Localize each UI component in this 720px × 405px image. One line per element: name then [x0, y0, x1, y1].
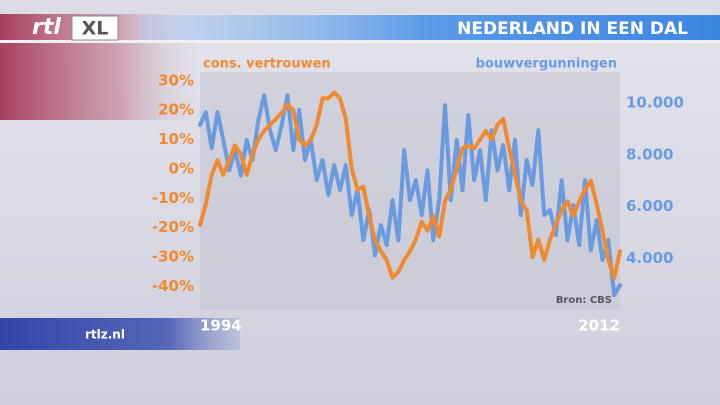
y-tick-label: 20%: [158, 101, 194, 119]
website: rtlz.nl: [85, 328, 125, 342]
y2-tick-label: 8.000: [626, 145, 673, 163]
y-tick-label: 0%: [169, 159, 194, 177]
series-line: [198, 93, 622, 298]
blue-band: [0, 318, 240, 350]
x-tick-label: 2012: [578, 317, 620, 335]
top-strip: [0, 0, 720, 14]
y-tick-label: -30%: [152, 248, 194, 266]
logo-box: [71, 15, 119, 41]
source-note: Bron: CBS: [556, 295, 612, 306]
y-tick-label: -10%: [152, 189, 194, 207]
y-tick-label: 10%: [158, 130, 194, 148]
legend-left: cons. vertrouwen: [203, 57, 331, 72]
y-tick-label: 30%: [158, 71, 194, 89]
x-tick-label: 1994: [200, 317, 242, 335]
y2-tick-label: 4.000: [626, 249, 673, 267]
y-tick-label: -40%: [152, 277, 194, 295]
logo-xl: XL: [82, 18, 109, 40]
y-tick-label: -20%: [152, 218, 194, 236]
y2-tick-label: 6.000: [626, 197, 673, 215]
legend-right: bouwvergunningen: [476, 57, 617, 72]
title-bar: [140, 15, 720, 41]
y2-tick-label: 10.000: [626, 94, 684, 112]
series-line: [198, 90, 622, 280]
divider: [0, 40, 720, 43]
logo-rtl: rtl: [32, 15, 61, 40]
chart-title: NEDERLAND IN EEN DAL: [457, 19, 688, 39]
